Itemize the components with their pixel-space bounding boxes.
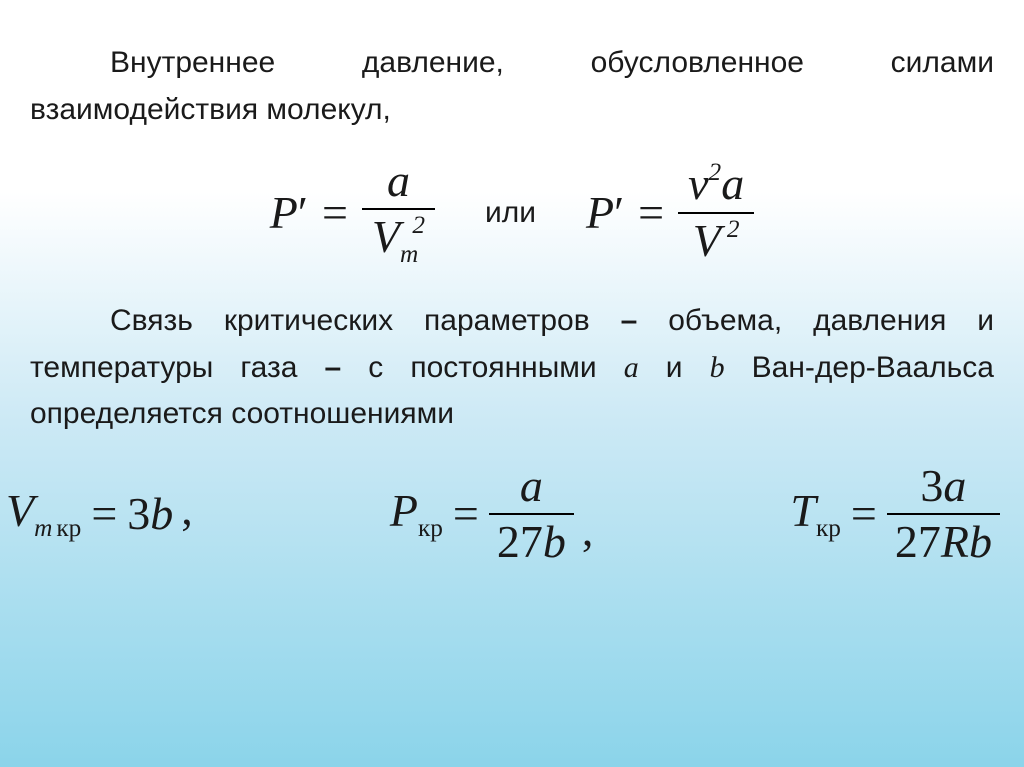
equation-row-critical: Vmкр = 3b , Pкр = a 27b , Tкр = 3a <box>30 462 994 567</box>
sym-equals: = <box>322 186 348 239</box>
fraction-bar <box>678 212 754 214</box>
text-intro: Внутреннее давление, обусловленное силам… <box>30 46 994 126</box>
denominator-v2: V2 <box>683 217 750 265</box>
tkr-lhs: Tкр <box>790 484 841 543</box>
text-crit-post: с постоянными <box>368 351 623 384</box>
pkr-lhs: Pкр <box>390 484 443 543</box>
fraction-bar <box>887 513 1000 515</box>
sym-b: b <box>969 516 992 567</box>
eq2-lhs: P′ <box>586 186 624 239</box>
sym-V: V <box>6 485 34 536</box>
fraction-tkr: 3a 27Rb <box>887 462 1000 567</box>
sub-kr: кр <box>418 514 443 542</box>
dash: – <box>325 351 342 384</box>
dash: – <box>621 304 638 337</box>
equation-vmkr: Vmкр = 3b , <box>6 482 193 545</box>
denominator-27Rb: 27Rb <box>887 518 1000 566</box>
eq1-lhs: P′ <box>270 186 308 239</box>
sym-a-inline: a <box>624 351 639 384</box>
fraction-2: ν2a V2 <box>678 160 754 265</box>
fraction-bar <box>362 208 435 210</box>
sym-a: a <box>721 158 744 209</box>
num-27: 27 <box>497 516 543 567</box>
sym-nu: ν <box>688 158 708 209</box>
sub-m: m <box>400 240 418 268</box>
comma: , <box>181 482 193 535</box>
sym-P: P <box>390 485 418 536</box>
sub-m: m <box>34 514 52 542</box>
sym-prime: ′ <box>298 187 308 238</box>
paragraph-intro: Внутреннее давление, обусловленное силам… <box>30 40 994 133</box>
vkr-rhs: 3b <box>127 487 173 540</box>
text-or: или <box>485 196 536 230</box>
sym-P: P <box>270 187 298 238</box>
num-3: 3 <box>127 488 150 539</box>
sym-equals: = <box>851 487 877 540</box>
sym-b: b <box>150 488 173 539</box>
comma: , <box>582 503 594 556</box>
sym-equals: = <box>638 186 664 239</box>
equation-p2: P′ = ν2a V2 <box>586 160 754 265</box>
sup-2: 2 <box>727 215 740 243</box>
equation-pkr: Pкр = a 27b , <box>390 462 594 567</box>
numerator-3a: 3a <box>912 462 974 510</box>
fraction-bar <box>489 513 574 515</box>
sup-2: 2 <box>709 158 722 186</box>
sym-equals: = <box>91 487 117 540</box>
numerator-a: a <box>512 462 551 510</box>
num-27: 27 <box>895 516 941 567</box>
text-and: и <box>639 351 710 384</box>
num-3: 3 <box>920 460 943 511</box>
sub-kr: кр <box>816 514 841 542</box>
denominator-27b: 27b <box>489 518 574 566</box>
sym-a: a <box>943 460 966 511</box>
sub-kr: кр <box>56 514 81 542</box>
equation-tkr: Tкр = 3a 27Rb <box>790 462 1000 567</box>
vkr-lhs: Vmкр <box>6 484 81 543</box>
sym-b-inline: b <box>710 351 725 384</box>
sym-b: b <box>543 516 566 567</box>
sym-R: R <box>941 516 969 567</box>
sym-prime: ′ <box>614 187 624 238</box>
paragraph-critical: Связь критических параметров – объема, д… <box>30 298 994 438</box>
sym-V: V <box>372 211 400 262</box>
fraction-pkr: a 27b <box>489 462 574 567</box>
denominator-vm2: Vm2 <box>362 213 435 268</box>
fraction-1: a Vm2 <box>362 157 435 268</box>
numerator-a: a <box>377 157 420 205</box>
sym-P: P <box>586 187 614 238</box>
equation-p1: P′ = a Vm2 <box>270 157 435 268</box>
equation-row-pressure: P′ = a Vm2 или P′ = ν2a V2 <box>30 157 994 268</box>
sym-equals: = <box>453 487 479 540</box>
numerator-nu2a: ν2a <box>678 160 754 208</box>
sym-V: V <box>693 215 721 266</box>
sup-2: 2 <box>412 211 425 239</box>
text-crit-pre: Связь критических параметров <box>110 304 621 337</box>
sym-T: T <box>790 485 816 536</box>
